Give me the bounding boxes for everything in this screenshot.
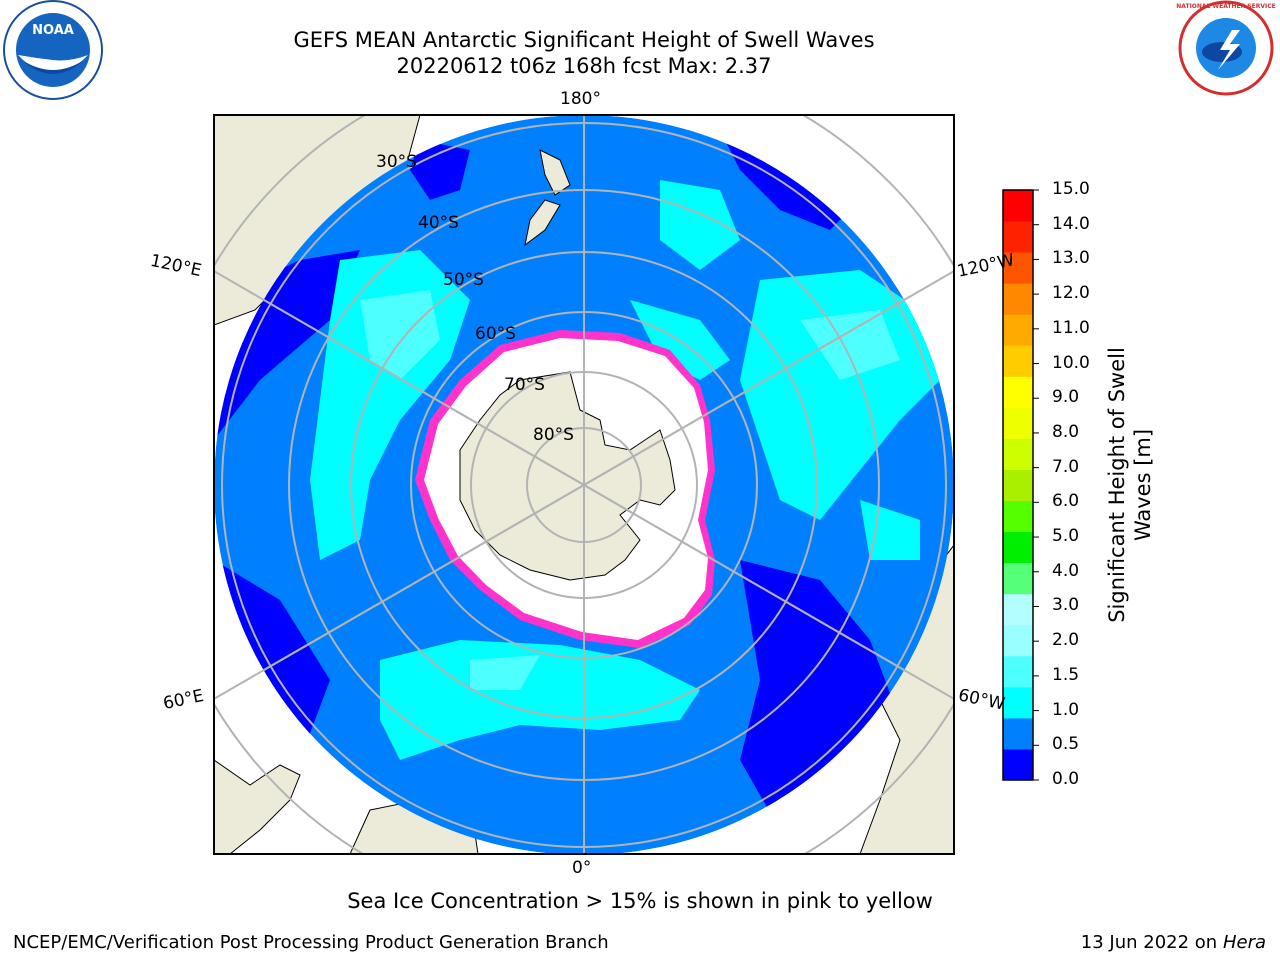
- colorbar-tick-label: 9.0: [1052, 387, 1080, 408]
- footer-date: 13 Jun 2022 on Hera: [1081, 932, 1266, 953]
- colorbar-tick-label: 0.0: [1052, 769, 1080, 789]
- colorbar-segment: [1003, 407, 1033, 439]
- colorbar-segment: [1003, 624, 1033, 657]
- lat-label-30s: 30°S: [376, 152, 417, 172]
- colorbar-tick-label: 1.0: [1052, 699, 1080, 720]
- lon-label-0: 0°: [572, 858, 592, 878]
- colorbar-tick-label: 2.0: [1052, 630, 1080, 651]
- colorbar-tick-label: 3.0: [1052, 595, 1080, 616]
- colorbar-title: Significant Height of Swell Waves [m]: [1104, 347, 1156, 623]
- colorbar-segment: [1003, 500, 1033, 533]
- colorbar-tick-label: 5.0: [1052, 526, 1080, 547]
- colorbar-tick-label: 6.0: [1052, 491, 1080, 512]
- colorbar-segment: [1003, 376, 1033, 408]
- lat-label-80s: 80°S: [533, 425, 574, 445]
- chart-subtitle: 20220612 t06z 168h fcst Max: 2.37: [396, 54, 772, 78]
- colorbar-segment: [1003, 717, 1033, 750]
- colorbar-segment: [1003, 686, 1033, 719]
- colorbar-tick-label: 10.0: [1052, 352, 1090, 373]
- colorbar-tick-label: 4.0: [1052, 560, 1080, 581]
- noaa-logo: NOAA: [3, 0, 103, 100]
- colorbar-tick-label: 7.0: [1052, 456, 1080, 477]
- lon-label-180: 180°: [560, 89, 601, 109]
- nws-logo: NATIONAL WEATHER SERVICE: [1176, 0, 1276, 96]
- lat-label-40s: 40°S: [418, 213, 459, 233]
- colorbar-frame: [1002, 189, 1034, 781]
- colorbar-tick-label: 8.0: [1052, 421, 1080, 442]
- footer-host: Hera: [1222, 932, 1266, 953]
- colorbar-segment: [1003, 593, 1033, 626]
- colorbar-segment: [1003, 314, 1033, 346]
- colorbar-segment: [1003, 531, 1033, 564]
- colorbar-segment: [1003, 655, 1033, 688]
- sea-ice-caption: Sea Ice Concentration > 15% is shown in …: [347, 889, 933, 913]
- colorbar-title-line1: Significant Height of Swell: [1105, 347, 1129, 623]
- lat-label-70s: 70°S: [504, 375, 545, 395]
- lat-label-60s: 60°S: [475, 324, 516, 344]
- colorbar-segment: [1003, 252, 1033, 284]
- chart-title: GEFS MEAN Antarctic Significant Height o…: [293, 28, 875, 52]
- footer-date-text: 13 Jun 2022 on: [1080, 932, 1218, 953]
- colorbar-segment: [1003, 748, 1033, 781]
- colorbar-segment: [1003, 562, 1033, 595]
- noaa-logo-text: NOAA: [32, 23, 74, 38]
- colorbar-segment: [1003, 469, 1033, 502]
- colorbar-tick-label: 14.0: [1052, 213, 1090, 234]
- colorbar-tick-label: 1.5: [1052, 664, 1080, 685]
- colorbar-segment: [1003, 283, 1033, 315]
- colorbar-segment: [1003, 221, 1033, 253]
- colorbar-tick-label: 13.0: [1052, 248, 1090, 269]
- colorbar-segment: [1003, 345, 1033, 377]
- colorbar-tick-label: 0.5: [1052, 734, 1080, 755]
- footer-credit: NCEP/EMC/Verification Post Processing Pr…: [13, 932, 609, 953]
- colorbar-title-line2: Waves [m]: [1131, 428, 1155, 542]
- colorbar: [1002, 189, 1039, 781]
- colorbar-segment: [1003, 190, 1033, 222]
- map-frame: [213, 114, 955, 855]
- lat-label-50s: 50°S: [443, 270, 484, 290]
- colorbar-tick-label: 12.0: [1052, 283, 1090, 304]
- colorbar-tick-label: 11.0: [1052, 317, 1090, 338]
- colorbar-segment: [1003, 438, 1033, 470]
- colorbar-tick-label: 15.0: [1052, 179, 1090, 199]
- nws-logo-text: NATIONAL WEATHER SERVICE: [1176, 3, 1275, 10]
